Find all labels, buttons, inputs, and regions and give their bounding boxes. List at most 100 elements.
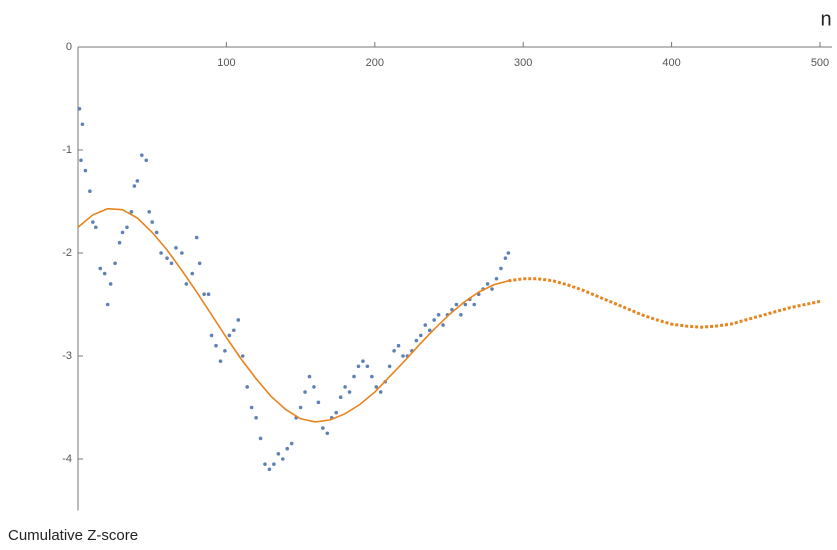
data-point xyxy=(432,318,436,322)
data-point xyxy=(307,374,312,379)
data-point xyxy=(263,462,267,466)
data-point xyxy=(80,122,85,127)
y-axis-label: Cumulative Z-score xyxy=(8,527,138,544)
data-point xyxy=(472,302,477,307)
data-point xyxy=(194,235,199,240)
data-point xyxy=(125,225,129,230)
data-point xyxy=(140,153,144,157)
data-point xyxy=(202,292,206,297)
data-point xyxy=(120,230,125,235)
x-tick-label: 400 xyxy=(662,57,680,69)
data-point xyxy=(249,405,254,410)
data-point xyxy=(240,354,245,358)
data-point xyxy=(190,271,195,276)
data-point xyxy=(184,282,189,286)
data-point xyxy=(77,107,82,111)
data-point xyxy=(209,333,214,338)
data-point xyxy=(197,261,202,266)
data-point xyxy=(144,158,149,163)
data-point xyxy=(343,385,347,389)
data-point xyxy=(419,333,423,338)
data-point xyxy=(303,390,307,394)
data-point xyxy=(147,210,152,214)
data-point xyxy=(276,452,281,456)
data-point xyxy=(503,256,508,260)
fit-line xyxy=(508,277,821,329)
y-tick-label: -3 xyxy=(62,350,72,362)
data-point xyxy=(129,210,134,214)
data-point xyxy=(506,251,511,255)
data-point xyxy=(227,333,232,338)
x-tick-label: 300 xyxy=(514,57,532,69)
data-point xyxy=(494,276,499,281)
data-point xyxy=(387,364,392,369)
data-point xyxy=(289,441,294,446)
data-point xyxy=(174,246,178,250)
data-point xyxy=(245,385,249,389)
data-point xyxy=(108,282,113,286)
data-point xyxy=(396,343,401,348)
data-point xyxy=(154,230,159,235)
data-point xyxy=(169,261,174,266)
data-point xyxy=(352,374,356,379)
data-point xyxy=(236,318,241,322)
data-point xyxy=(378,390,383,394)
data-point xyxy=(218,359,223,363)
data-point xyxy=(132,184,137,188)
data-point xyxy=(88,189,92,193)
data-point xyxy=(347,390,352,394)
data-point xyxy=(254,416,258,420)
data-point xyxy=(374,385,379,389)
y-tick-label: 0 xyxy=(66,41,72,53)
data-point xyxy=(280,457,285,461)
data-point xyxy=(370,374,374,379)
data-point xyxy=(232,328,236,333)
data-point xyxy=(91,220,95,224)
data-point xyxy=(361,359,365,363)
data-point xyxy=(459,313,463,317)
data-point xyxy=(365,364,370,369)
data-point xyxy=(117,240,122,245)
data-point xyxy=(150,220,154,224)
x-tick-label: 200 xyxy=(366,57,384,69)
data-point xyxy=(298,405,303,410)
data-point xyxy=(113,261,117,266)
data-point xyxy=(338,395,343,400)
data-point xyxy=(427,328,432,333)
data-point xyxy=(285,446,290,451)
data-point xyxy=(165,256,169,260)
data-point xyxy=(414,338,419,343)
data-point xyxy=(223,349,227,353)
data-point xyxy=(392,349,396,353)
data-point xyxy=(312,385,316,389)
data-point xyxy=(180,251,184,255)
data-point xyxy=(159,251,163,255)
x-tick-label: 100 xyxy=(217,57,235,69)
data-point xyxy=(258,436,263,441)
data-point xyxy=(105,302,110,307)
data-point xyxy=(94,225,98,230)
data-point xyxy=(423,323,428,327)
data-point xyxy=(79,158,83,163)
data-point xyxy=(356,364,361,369)
data-point xyxy=(401,354,405,358)
y-tick-label: -4 xyxy=(62,453,72,465)
fit-line xyxy=(77,207,509,423)
data-point xyxy=(206,292,211,297)
data-point xyxy=(83,168,88,173)
data-point xyxy=(267,467,272,472)
data-point xyxy=(490,287,494,291)
data-point xyxy=(272,462,276,466)
data-point xyxy=(98,266,103,271)
data-point xyxy=(436,313,441,317)
data-point xyxy=(454,302,459,307)
y-tick-label: -2 xyxy=(62,247,72,259)
data-point xyxy=(102,271,107,276)
data-point xyxy=(334,410,339,415)
data-point xyxy=(325,431,330,436)
data-point xyxy=(441,323,445,327)
data-point xyxy=(214,343,218,348)
data-point xyxy=(321,426,325,430)
y-tick-label: -1 xyxy=(62,144,72,156)
